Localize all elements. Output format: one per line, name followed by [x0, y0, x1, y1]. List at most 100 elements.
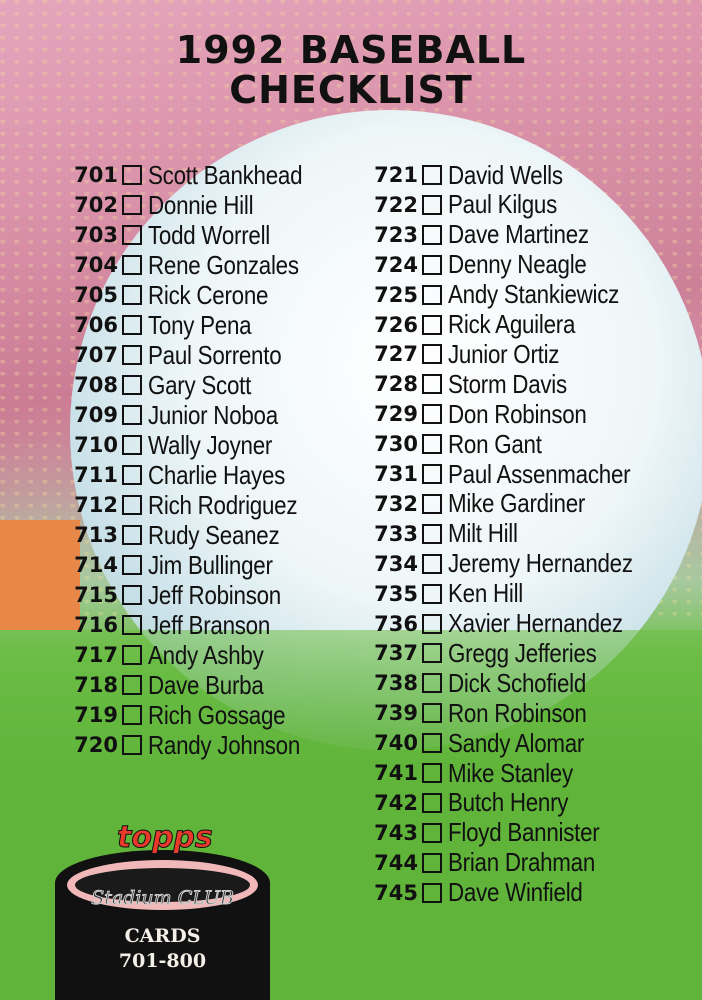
checkbox[interactable]	[422, 194, 442, 215]
checklist-item: 733 Milt Hill	[362, 518, 529, 549]
card-number: 702	[74, 193, 118, 217]
player-name: Gary Scott	[148, 369, 252, 400]
player-name: Storm Davis	[448, 368, 567, 399]
card-number: 713	[74, 523, 118, 547]
checkbox[interactable]	[122, 315, 142, 335]
checkbox[interactable]	[122, 405, 142, 425]
player-name: Floyd Bannister	[448, 817, 600, 848]
card-number: 719	[74, 703, 118, 727]
checkbox[interactable]	[422, 852, 442, 873]
checkbox[interactable]	[422, 822, 442, 843]
player-name: Don Robinson	[448, 398, 587, 429]
checklist-item: 732 Mike Gardiner	[362, 488, 607, 519]
card-number: 722	[374, 192, 418, 217]
player-name: Rick Aguilera	[448, 309, 576, 339]
player-name: Rich Gossage	[148, 699, 286, 730]
card-number: 704	[74, 253, 118, 277]
stadium-club-wordmark: Stadium CLUB	[91, 887, 235, 909]
checklist-item: 743 Floyd Bannister	[362, 817, 624, 848]
checkbox[interactable]	[122, 495, 142, 515]
card-number: 736	[374, 611, 418, 636]
checkbox[interactable]	[422, 254, 442, 275]
checkbox[interactable]	[422, 673, 442, 694]
checkbox[interactable]	[122, 675, 142, 695]
checkbox[interactable]	[122, 345, 142, 365]
card-number: 730	[374, 432, 418, 457]
card-number: 705	[74, 283, 118, 307]
checklist-item: 725 Andy Stankiewicz	[362, 279, 647, 310]
checkbox[interactable]	[422, 464, 442, 484]
card-number: 721	[374, 163, 418, 187]
checklist-item: 720 Randy Johnson	[62, 730, 325, 760]
card-number: 712	[74, 493, 118, 517]
player-name: Rich Rodriguez	[148, 489, 298, 520]
checkbox[interactable]	[122, 645, 142, 665]
checkbox[interactable]	[422, 792, 442, 813]
checkbox[interactable]	[122, 195, 142, 215]
player-name: Gregg Jefferies	[448, 637, 597, 668]
player-name: Dave Martinez	[448, 219, 589, 250]
card-number: 726	[374, 312, 418, 337]
checkbox[interactable]	[122, 255, 142, 275]
checkbox[interactable]	[422, 493, 442, 514]
checkbox[interactable]	[422, 613, 442, 634]
player-name: Mike Gardiner	[448, 488, 586, 519]
checkbox[interactable]	[422, 224, 442, 245]
checkbox[interactable]	[122, 375, 142, 395]
checklist-item: 722 Paul Kilgus	[362, 189, 575, 220]
checklist-item: 739 Ron Robinson	[362, 698, 609, 728]
checkbox[interactable]	[422, 165, 442, 185]
checkbox[interactable]	[122, 525, 142, 545]
checkbox[interactable]	[422, 314, 442, 335]
checkbox[interactable]	[122, 615, 142, 635]
checkbox[interactable]	[422, 523, 442, 544]
checklist-item: 735 Ken Hill	[362, 578, 535, 609]
checkbox[interactable]	[422, 643, 442, 664]
checklist-item: 729 Don Robinson	[362, 399, 609, 429]
checkbox[interactable]	[122, 465, 142, 485]
checkbox[interactable]	[422, 374, 442, 395]
player-name: Junior Noboa	[148, 399, 278, 430]
topps-wordmark: topps	[117, 820, 214, 856]
card-number: 734	[374, 551, 418, 576]
checkbox[interactable]	[422, 583, 442, 604]
checklist-item: 731 Paul Assenmacher	[362, 459, 660, 489]
card-number: 740	[374, 731, 418, 756]
checkbox[interactable]	[122, 555, 142, 575]
card-number: 708	[74, 373, 118, 397]
checkbox[interactable]	[422, 553, 442, 574]
card-number: 742	[374, 790, 418, 815]
checkbox[interactable]	[122, 165, 142, 185]
checkbox[interactable]	[422, 284, 442, 305]
cards-range: 701-800	[118, 950, 207, 972]
checkbox[interactable]	[422, 344, 442, 365]
card-number: 732	[374, 491, 418, 516]
card-number: 733	[374, 521, 418, 546]
checklist-item: 710 Wally Joyner	[62, 430, 292, 460]
checkbox[interactable]	[122, 585, 142, 605]
checkbox[interactable]	[422, 733, 442, 754]
checklist-item: 707 Paul Sorrento	[62, 340, 303, 370]
card-number: 739	[374, 701, 418, 726]
player-name: Denny Neagle	[448, 249, 587, 280]
card-number: 723	[374, 222, 418, 247]
checkbox[interactable]	[422, 434, 442, 455]
player-name: Paul Kilgus	[448, 189, 558, 220]
checkbox[interactable]	[422, 882, 442, 903]
checkbox[interactable]	[122, 285, 142, 305]
player-name: Donnie Hill	[148, 189, 254, 220]
checkbox[interactable]	[122, 735, 142, 755]
checkbox[interactable]	[122, 225, 142, 245]
checklist-item: 734 Jeremy Hernandez	[362, 548, 663, 579]
player-name: Ken Hill	[448, 578, 523, 609]
card-number: 731	[374, 462, 418, 486]
checkbox[interactable]	[122, 435, 142, 455]
card-number: 703	[74, 223, 118, 247]
checkbox[interactable]	[422, 763, 442, 783]
checkbox[interactable]	[122, 705, 142, 725]
checkbox[interactable]	[422, 703, 442, 724]
checkbox[interactable]	[422, 404, 442, 425]
stadium-ring	[67, 860, 258, 910]
cards-label: CARDS	[124, 925, 201, 947]
card-number: 715	[74, 583, 118, 607]
